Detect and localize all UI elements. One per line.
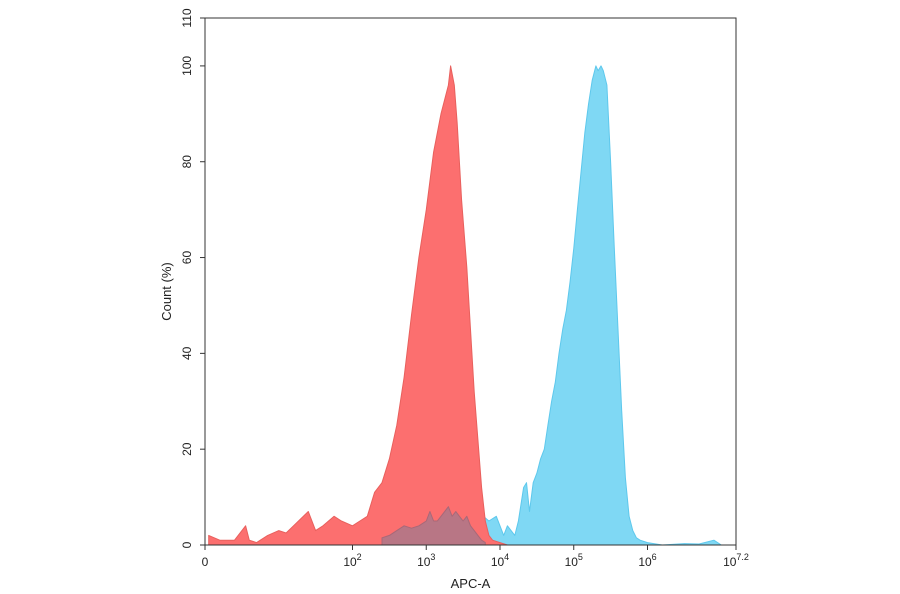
- x-tick-label: 105: [565, 552, 583, 569]
- histogram-series-1: [396, 65, 722, 546]
- y-tick-label: 100: [180, 56, 194, 76]
- x-tick-label: 106: [638, 552, 656, 569]
- x-tick-label: 0: [202, 555, 209, 569]
- x-tick-label: 103: [417, 552, 435, 569]
- series-layer: [208, 65, 722, 546]
- plot-frame: [204, 17, 737, 546]
- y-tick-label: 20: [180, 442, 194, 456]
- y-tick-label: 0: [180, 541, 194, 548]
- y-tick-label: 60: [180, 251, 194, 265]
- histogram-series-3: [381, 506, 486, 546]
- y-axis-title: Count (%): [159, 262, 174, 321]
- histogram-series-2: [208, 65, 508, 546]
- y-tick-label: 80: [180, 155, 194, 169]
- x-axis-title: APC-A: [451, 576, 491, 591]
- x-tick-label: 102: [343, 552, 361, 569]
- y-tick-label: 110: [180, 8, 194, 27]
- x-tick-label: 107.2: [723, 552, 749, 569]
- x-tick-label: 104: [491, 552, 509, 569]
- y-tick-label: 40: [180, 346, 194, 360]
- axis-layer: 0 20 40 60 80 100 110 0 102 103 104 105 106 107.2: [180, 8, 749, 569]
